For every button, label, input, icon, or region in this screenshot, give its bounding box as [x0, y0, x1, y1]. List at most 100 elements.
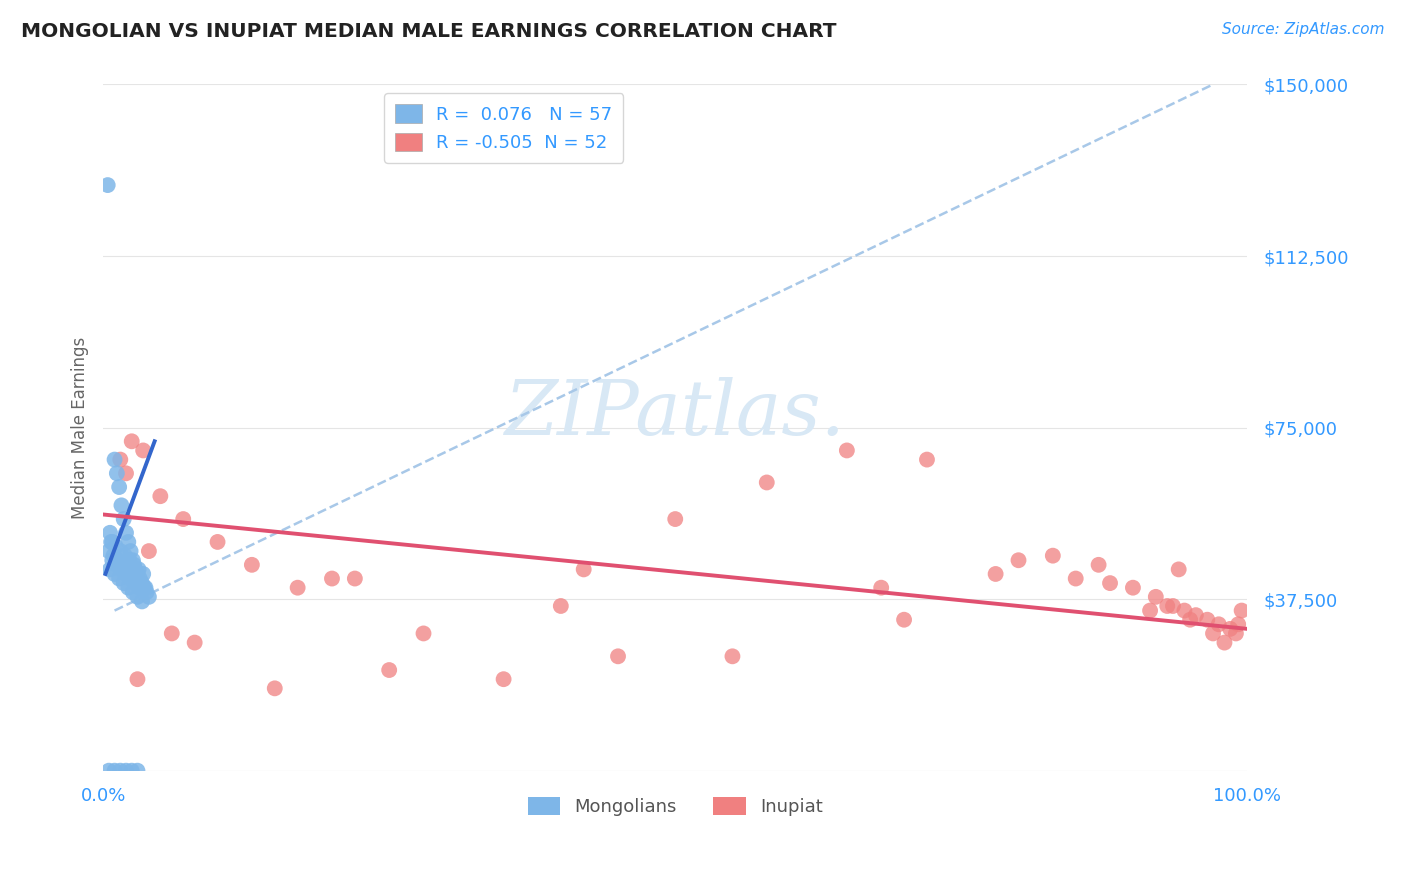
Point — [172, 512, 194, 526]
Point — [100, 535, 122, 549]
Point — [572, 562, 595, 576]
Point — [103, 549, 125, 563]
Point — [104, 540, 127, 554]
Point — [117, 581, 139, 595]
Point — [120, 544, 142, 558]
Point — [110, 499, 132, 513]
Point — [207, 535, 229, 549]
Point — [149, 489, 172, 503]
Point — [1007, 553, 1029, 567]
Point — [721, 649, 744, 664]
Point — [893, 613, 915, 627]
Point — [664, 512, 686, 526]
Point — [321, 572, 343, 586]
Point — [287, 581, 309, 595]
Point — [132, 443, 155, 458]
Point — [103, 764, 125, 778]
Point — [125, 572, 148, 586]
Point — [128, 562, 150, 576]
Point — [97, 764, 120, 778]
Point — [1064, 572, 1087, 586]
Point — [343, 572, 366, 586]
Point — [1219, 622, 1241, 636]
Point — [98, 562, 121, 576]
Point — [127, 764, 149, 778]
Point — [115, 467, 138, 481]
Point — [135, 585, 157, 599]
Point — [550, 599, 572, 613]
Point — [111, 558, 134, 572]
Point — [1173, 603, 1195, 617]
Point — [378, 663, 401, 677]
Point — [1087, 558, 1109, 572]
Point — [105, 558, 128, 572]
Point — [121, 566, 143, 581]
Point — [112, 512, 135, 526]
Point — [103, 566, 125, 581]
Point — [110, 544, 132, 558]
Point — [101, 535, 124, 549]
Point — [1161, 599, 1184, 613]
Point — [98, 525, 121, 540]
Point — [118, 553, 141, 567]
Point — [110, 562, 132, 576]
Point — [412, 626, 434, 640]
Legend: Mongolians, Inupiat: Mongolians, Inupiat — [520, 789, 830, 823]
Point — [183, 635, 205, 649]
Point — [122, 558, 145, 572]
Point — [1156, 599, 1178, 613]
Point — [112, 576, 135, 591]
Point — [1208, 617, 1230, 632]
Point — [107, 553, 129, 567]
Point — [1230, 603, 1253, 617]
Point — [97, 544, 120, 558]
Point — [132, 566, 155, 581]
Point — [870, 581, 893, 595]
Point — [117, 535, 139, 549]
Point — [755, 475, 778, 490]
Point — [124, 576, 146, 591]
Point — [492, 672, 515, 686]
Point — [114, 549, 136, 563]
Point — [122, 553, 145, 567]
Point — [1197, 613, 1219, 627]
Point — [105, 467, 128, 481]
Point — [115, 562, 138, 576]
Point — [1178, 613, 1201, 627]
Point — [240, 558, 263, 572]
Point — [1185, 608, 1208, 623]
Text: Source: ZipAtlas.com: Source: ZipAtlas.com — [1222, 22, 1385, 37]
Point — [1042, 549, 1064, 563]
Point — [915, 452, 938, 467]
Point — [120, 572, 142, 586]
Point — [835, 443, 858, 458]
Point — [138, 544, 160, 558]
Point — [115, 525, 138, 540]
Point — [129, 576, 152, 591]
Point — [97, 178, 120, 193]
Point — [127, 566, 149, 581]
Point — [131, 576, 153, 591]
Y-axis label: Median Male Earnings: Median Male Earnings — [72, 336, 89, 518]
Point — [110, 764, 132, 778]
Point — [1213, 635, 1236, 649]
Point — [1144, 590, 1167, 604]
Text: ZIPatlas.: ZIPatlas. — [505, 376, 845, 450]
Point — [131, 594, 153, 608]
Point — [1139, 603, 1161, 617]
Point — [121, 434, 143, 449]
Point — [110, 452, 132, 467]
Point — [108, 480, 131, 494]
Point — [134, 581, 156, 595]
Point — [101, 553, 124, 567]
Point — [128, 572, 150, 586]
Point — [124, 562, 146, 576]
Point — [121, 764, 143, 778]
Point — [984, 566, 1007, 581]
Point — [1167, 562, 1189, 576]
Point — [1202, 626, 1225, 640]
Point — [160, 626, 183, 640]
Point — [263, 681, 285, 696]
Point — [1227, 617, 1250, 632]
Point — [134, 581, 156, 595]
